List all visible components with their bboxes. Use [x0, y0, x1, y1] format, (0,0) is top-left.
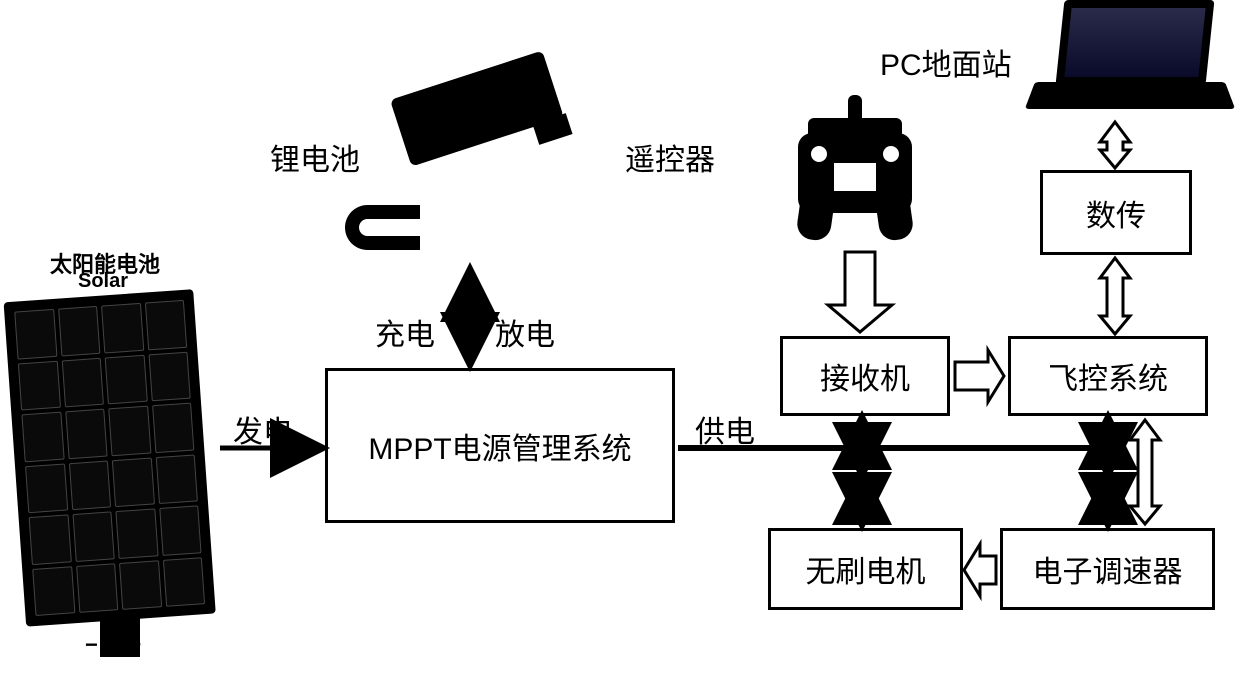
- flight-controller-box: 飞控系统: [1008, 336, 1208, 416]
- flight-controller-label: 飞控系统: [1048, 354, 1168, 398]
- mppt-label: MPPT电源管理系统: [368, 424, 631, 468]
- generate-label: 发电: [233, 407, 293, 451]
- remote-controller-graphic: [790, 103, 920, 238]
- receiver-label: 接收机: [820, 354, 910, 398]
- data-link-box: 数传: [1040, 170, 1192, 255]
- ground-station-label: PC地面站: [880, 40, 1012, 84]
- brushless-motor-box: 无刷电机: [768, 528, 963, 610]
- esc-box: 电子调速器: [1000, 528, 1215, 610]
- mppt-box: MPPT电源管理系统: [325, 368, 675, 523]
- supply-label: 供电: [695, 407, 755, 451]
- charge-label: 充电: [375, 310, 435, 354]
- esc-label: 电子调速器: [1033, 547, 1183, 591]
- receiver-box: 接收机: [780, 336, 950, 416]
- battery-label: 锂电池: [270, 135, 360, 179]
- solar-terminals: − +: [85, 632, 141, 658]
- laptop-graphic: [1035, 0, 1225, 125]
- discharge-label: 放电: [495, 310, 555, 354]
- remote-label: 遥控器: [625, 135, 715, 179]
- brushless-motor-label: 无刷电机: [806, 547, 926, 591]
- solar-panel-graphic: [4, 289, 216, 626]
- solar-title-en: Solar: [78, 270, 128, 293]
- data-link-label: 数传: [1086, 191, 1146, 235]
- battery-graphic: [350, 90, 570, 260]
